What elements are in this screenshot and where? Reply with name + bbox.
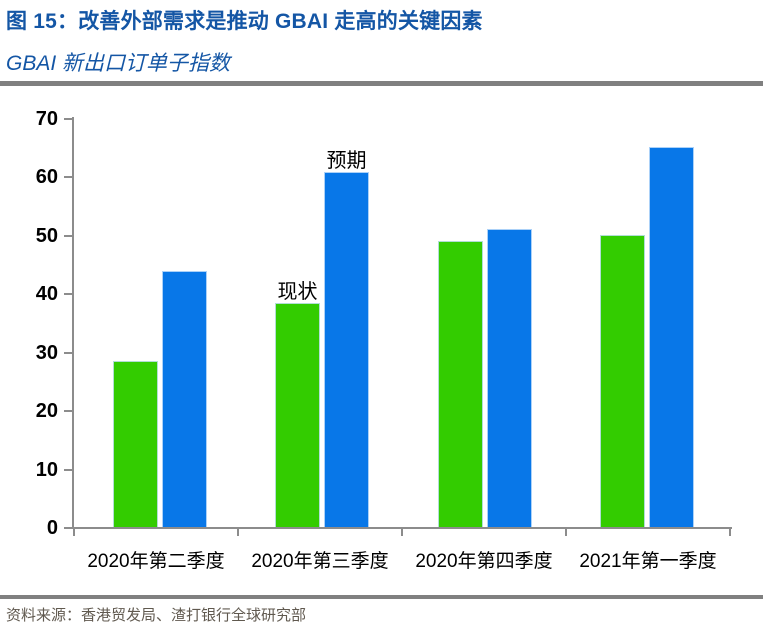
- bar-预期-2020年第三季度: [324, 172, 369, 527]
- source-note: 资料来源：香港贸发局、渣打银行全球研究部: [6, 607, 307, 624]
- x-axis-label: 2020年第四季度: [415, 551, 553, 572]
- y-tick-label: 40: [35, 283, 58, 306]
- y-tick-label: 30: [35, 341, 58, 364]
- bar-现状-2020年第三季度: [275, 303, 320, 527]
- y-tick-label: 0: [46, 517, 58, 539]
- y-tick-mark: [64, 527, 73, 529]
- x-tick-mark: [401, 529, 403, 536]
- x-axis-label: 2020年第三季度: [251, 551, 389, 572]
- y-tick-mark: [64, 351, 73, 354]
- bar-现状-2020年第四季度: [438, 241, 483, 527]
- y-tick-mark: [64, 118, 73, 120]
- bar-现状-2020年第二季度: [113, 361, 158, 527]
- x-axis-label: 2020年第二季度: [87, 551, 225, 572]
- x-tick-mark: [729, 529, 731, 536]
- y-tick-label: 50: [35, 224, 58, 247]
- figure-subtitle: GBAI 新出口订单子指数: [6, 52, 231, 75]
- y-tick-label: 20: [35, 400, 58, 423]
- x-tick-mark: [565, 529, 567, 536]
- series-label-预期: 预期: [326, 150, 367, 172]
- x-tick-mark: [73, 529, 75, 536]
- series-label-现状: 现状: [277, 281, 318, 303]
- bar-预期-2020年第四季度: [487, 229, 532, 527]
- y-tick-mark: [64, 176, 73, 179]
- y-tick-mark: [64, 293, 73, 296]
- y-tick-mark: [64, 410, 73, 413]
- x-axis-line: [72, 527, 732, 529]
- y-tick-label: 60: [35, 166, 58, 189]
- top-divider: [0, 81, 763, 86]
- y-axis-line: [72, 117, 74, 529]
- figure-title: 图 15：改善外部需求是推动 GBAI 走高的关键因素: [6, 10, 483, 33]
- y-tick-label: 10: [35, 458, 58, 481]
- bar-预期-2020年第二季度: [162, 271, 207, 527]
- x-axis-label: 2021年第一季度: [579, 551, 717, 572]
- bar-预期-2021年第一季度: [649, 147, 694, 527]
- y-tick-mark: [64, 234, 73, 237]
- y-tick-label: 70: [35, 108, 58, 130]
- bar-现状-2021年第一季度: [600, 235, 645, 527]
- x-tick-mark: [237, 529, 239, 536]
- y-tick-mark: [64, 468, 73, 471]
- bottom-divider: [0, 595, 763, 599]
